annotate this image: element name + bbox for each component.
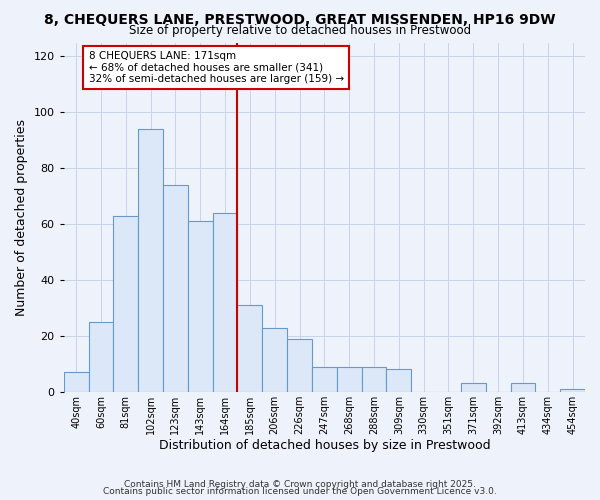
Bar	[337, 366, 362, 392]
Bar	[238, 305, 262, 392]
Bar	[262, 328, 287, 392]
Bar	[188, 222, 212, 392]
Bar	[312, 366, 337, 392]
Bar	[64, 372, 89, 392]
Y-axis label: Number of detached properties: Number of detached properties	[15, 118, 28, 316]
Text: 8, CHEQUERS LANE, PRESTWOOD, GREAT MISSENDEN, HP16 9DW: 8, CHEQUERS LANE, PRESTWOOD, GREAT MISSE…	[44, 12, 556, 26]
Bar	[461, 384, 486, 392]
Bar	[511, 384, 535, 392]
Bar	[163, 185, 188, 392]
X-axis label: Distribution of detached houses by size in Prestwood: Distribution of detached houses by size …	[158, 440, 490, 452]
Bar	[212, 213, 238, 392]
Bar	[113, 216, 138, 392]
Text: Contains public sector information licensed under the Open Government Licence v3: Contains public sector information licen…	[103, 487, 497, 496]
Text: 8 CHEQUERS LANE: 171sqm
← 68% of detached houses are smaller (341)
32% of semi-d: 8 CHEQUERS LANE: 171sqm ← 68% of detache…	[89, 51, 344, 84]
Bar	[386, 370, 411, 392]
Bar	[138, 129, 163, 392]
Text: Size of property relative to detached houses in Prestwood: Size of property relative to detached ho…	[129, 24, 471, 37]
Bar	[89, 322, 113, 392]
Bar	[362, 366, 386, 392]
Bar	[560, 389, 585, 392]
Bar	[287, 338, 312, 392]
Text: Contains HM Land Registry data © Crown copyright and database right 2025.: Contains HM Land Registry data © Crown c…	[124, 480, 476, 489]
